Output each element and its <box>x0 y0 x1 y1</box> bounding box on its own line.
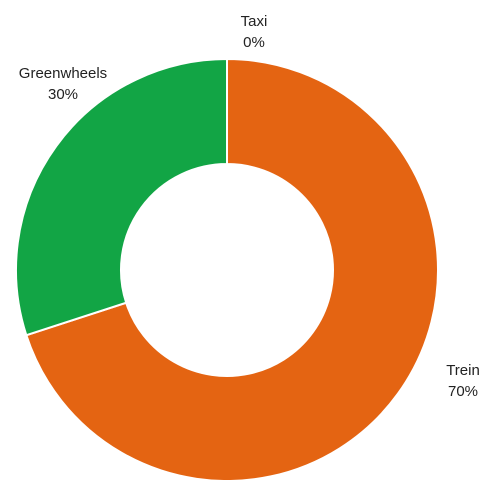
slice-labels: Trein 70% Greenwheels 30% Taxi 0% <box>19 13 480 400</box>
donut-slices <box>15 57 439 480</box>
label-greenwheels-name: Greenwheels <box>19 65 107 82</box>
label-trein-name: Trein <box>446 362 480 379</box>
label-trein-value: 70% <box>448 383 478 400</box>
slice-greenwheels <box>15 57 228 337</box>
label-taxi-name: Taxi <box>241 13 268 30</box>
slice-trein <box>25 57 439 480</box>
label-greenwheels-value: 30% <box>48 86 78 103</box>
label-taxi-value: 0% <box>243 34 265 51</box>
